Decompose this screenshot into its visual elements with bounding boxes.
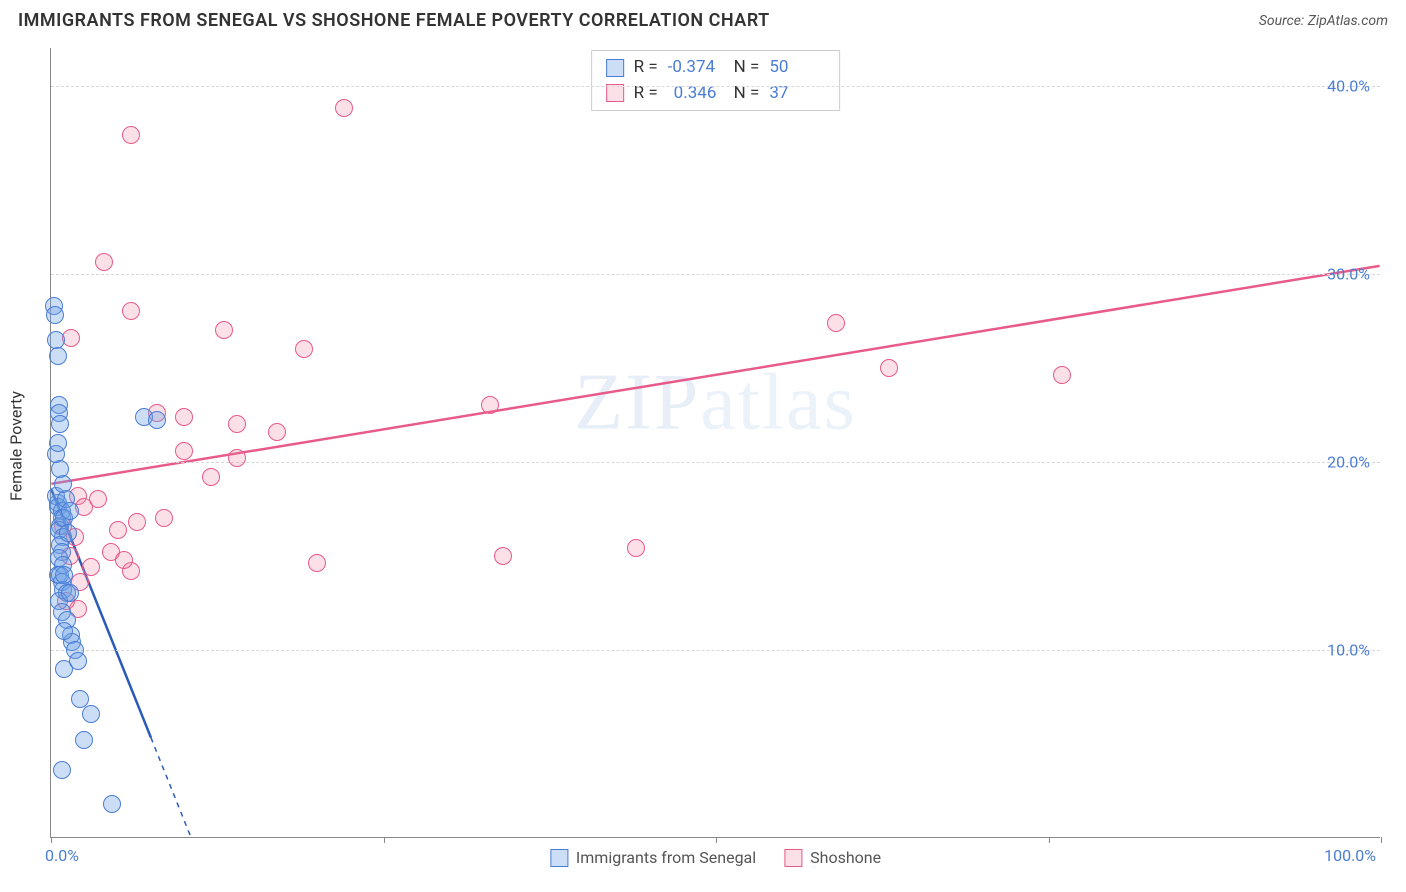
gridline (51, 274, 1380, 275)
data-point-senegal (49, 347, 67, 365)
data-point-shoshone (128, 513, 146, 531)
data-point-shoshone (335, 99, 353, 117)
data-point-senegal (75, 731, 93, 749)
data-point-shoshone (627, 539, 645, 557)
y-tick-label: 30.0% (1327, 264, 1370, 283)
data-point-shoshone (228, 415, 246, 433)
swatch-blue (550, 849, 568, 867)
data-point-shoshone (175, 408, 193, 426)
data-point-shoshone (109, 521, 127, 539)
y-tick-label: 10.0% (1327, 640, 1370, 659)
data-point-senegal (53, 761, 71, 779)
data-point-senegal (55, 566, 73, 584)
data-point-senegal (55, 622, 73, 640)
gridline (51, 462, 1380, 463)
source-attribution: Source: ZipAtlas.com (1259, 13, 1388, 29)
data-point-senegal (54, 475, 72, 493)
legend-row-senegal: R = -0.374 N = 50 (606, 55, 826, 81)
data-point-senegal (47, 331, 65, 349)
data-point-shoshone (228, 449, 246, 467)
data-point-shoshone (494, 547, 512, 565)
series-legend: Immigrants from Senegal Shoshone (550, 848, 881, 867)
data-point-senegal (49, 434, 67, 452)
data-point-shoshone (295, 340, 313, 358)
data-point-senegal (69, 652, 87, 670)
data-point-shoshone (202, 468, 220, 486)
data-point-senegal (51, 415, 69, 433)
data-point-shoshone (268, 423, 286, 441)
data-point-senegal (148, 411, 166, 429)
chart-title: IMMIGRANTS FROM SENEGAL VS SHOSHONE FEMA… (18, 10, 770, 31)
data-point-senegal (103, 795, 121, 813)
data-point-shoshone (175, 442, 193, 460)
data-point-senegal (61, 502, 79, 520)
data-point-senegal (59, 524, 77, 542)
swatch-pink (606, 84, 624, 102)
x-tick-mark (1381, 837, 1382, 843)
trend-line-shoshone (51, 266, 1379, 484)
correlation-legend: R = -0.374 N = 50 R = 0.346 N = 37 (591, 50, 841, 111)
data-point-shoshone (95, 253, 113, 271)
swatch-blue (606, 59, 624, 77)
gridline (51, 650, 1380, 651)
y-tick-label: 40.0% (1327, 76, 1370, 95)
y-axis-label: Female Poverty (7, 391, 26, 501)
data-point-shoshone (827, 314, 845, 332)
data-point-shoshone (308, 554, 326, 572)
data-point-shoshone (122, 126, 140, 144)
data-point-shoshone (155, 509, 173, 527)
x-tick-label: 100.0% (1324, 846, 1376, 865)
data-point-senegal (61, 584, 79, 602)
swatch-pink (784, 849, 802, 867)
data-point-shoshone (115, 551, 133, 569)
data-point-senegal (82, 705, 100, 723)
legend-item-shoshone: Shoshone (784, 848, 881, 867)
x-tick-label: 0.0% (45, 846, 79, 865)
data-point-shoshone (1053, 366, 1071, 384)
legend-item-senegal: Immigrants from Senegal (550, 848, 756, 867)
trend-line-senegal-dashed (151, 738, 191, 837)
x-tick-mark (1049, 837, 1050, 843)
data-point-senegal (46, 306, 64, 324)
data-point-shoshone (880, 359, 898, 377)
x-tick-mark (384, 837, 385, 843)
scatter-plot-area: ZIPatlas R = -0.374 N = 50 R = 0.346 N =… (50, 48, 1380, 838)
x-tick-mark (51, 837, 52, 843)
x-tick-mark (716, 837, 717, 843)
data-point-shoshone (89, 490, 107, 508)
data-point-shoshone (481, 396, 499, 414)
data-point-shoshone (215, 321, 233, 339)
legend-row-shoshone: R = 0.346 N = 37 (606, 81, 826, 107)
data-point-shoshone (122, 302, 140, 320)
gridline (51, 86, 1380, 87)
y-tick-label: 20.0% (1327, 452, 1370, 471)
trend-lines-layer (51, 48, 1380, 837)
